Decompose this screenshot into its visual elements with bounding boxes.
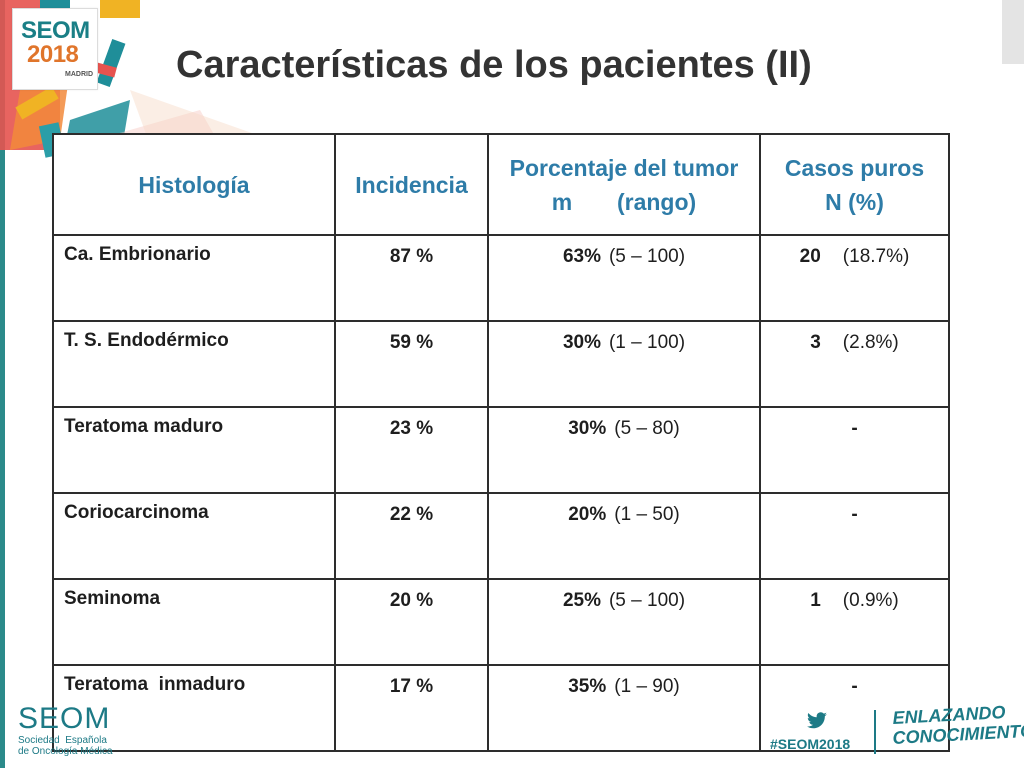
table-header-row: Histología Incidencia Porcentaje del tum… [52,133,950,236]
patient-characteristics-table: Histología Incidencia Porcentaje del tum… [52,133,950,752]
row-rango: (5 – 100) [608,590,686,611]
row-histologia: Teratoma inmaduro [52,664,336,752]
footer-brand: SEOM [18,702,111,735]
seom-2018-logo: SEOM 2018 MADRID [12,8,98,90]
left-stripe [0,0,5,768]
row-porcentaje: 30% (5 – 80) [487,406,761,494]
header-casos: Casos puros N (%) [759,133,950,236]
row-histologia: Coriocarcinoma [52,492,336,580]
row-casos: 20 (18.7%) [759,234,950,322]
row-casos-n: - [851,676,858,697]
header-porcentaje-line1: Porcentaje del tumor [509,154,739,181]
table-row: Coriocarcinoma 22 % 20% (1 – 50) - [52,492,950,580]
row-incidencia: 23 % [334,406,489,494]
row-casos-n: 20 [799,246,821,267]
row-porcentaje: 30% (1 – 100) [487,320,761,408]
page-title: Características de los pacientes (II) [176,44,812,86]
header-incidencia: Incidencia [334,133,489,236]
row-incidencia: 87 % [334,234,489,322]
row-casos-n: - [851,504,858,525]
row-rango: (5 – 80) [614,418,680,439]
row-histologia: Teratoma maduro [52,406,336,494]
row-porcentaje-value: 20% [568,504,607,525]
footer-subtitle-line2: de Oncología Médica [18,746,113,757]
row-rango: (1 – 50) [614,504,680,525]
row-casos-pct: (0.9%) [842,590,899,611]
row-casos: - [759,406,950,494]
table-row: Teratoma maduro 23 % 30% (5 – 80) - [52,406,950,494]
row-histologia: Ca. Embrionario [52,234,336,322]
row-rango: (5 – 100) [608,246,686,267]
row-incidencia: 22 % [334,492,489,580]
row-casos: 1 (0.9%) [759,578,950,666]
table-row: Seminoma 20 % 25% (5 – 100) 1 (0.9%) [52,578,950,666]
right-tab [1002,0,1024,64]
logo-text-city: MADRID [65,71,93,78]
row-porcentaje: 20% (1 – 50) [487,492,761,580]
twitter-icon [807,712,827,729]
row-casos: - [759,664,950,752]
row-casos-n: 3 [810,332,821,353]
seom-footer-logo: SEOM Sociedad Española de Oncología Médi… [18,702,118,757]
row-porcentaje-value: 63% [562,246,601,267]
footer-separator [874,710,876,754]
row-incidencia: 59 % [334,320,489,408]
row-histologia: T. S. Endodérmico [52,320,336,408]
logo-text-year: 2018 [27,41,79,68]
row-rango: (1 – 90) [614,676,680,697]
row-porcentaje: 63% (5 – 100) [487,234,761,322]
hashtag: #SEOM2018 [770,736,851,752]
header-histologia: Histología [52,133,336,236]
header-casos-line2: N (%) [825,188,884,215]
row-incidencia: 17 % [334,664,489,752]
header-incidencia-label: Incidencia [355,171,468,198]
table-row: Ca. Embrionario 87 % 63% (5 – 100) 20 (18.… [52,234,950,322]
row-porcentaje: 35% (1 – 90) [487,664,761,752]
table-row: T. S. Endodérmico 59 % 30% (1 – 100) 3 (2.… [52,320,950,408]
row-incidencia: 20 % [334,578,489,666]
row-casos: 3 (2.8%) [759,320,950,408]
row-porcentaje: 25% (5 – 100) [487,578,761,666]
header-casos-line1: Casos puros [784,154,925,181]
row-casos: - [759,492,950,580]
row-rango: (1 – 100) [608,332,686,353]
row-casos-n: - [851,418,858,439]
header-histologia-label: Histología [138,171,250,198]
table-row: Teratoma inmaduro 17 % 35% (1 – 90) - [52,664,950,752]
row-porcentaje-value: 25% [562,590,601,611]
header-porcentaje: Porcentaje del tumor m (rango) [487,133,761,236]
row-porcentaje-value: 30% [562,332,601,353]
row-casos-pct: (2.8%) [842,332,899,353]
row-casos-n: 1 [810,590,821,611]
row-histologia: Seminoma [52,578,336,666]
logo-text-seom: SEOM [21,17,90,44]
row-porcentaje-value: 30% [568,418,607,439]
header-porcentaje-line2: m (rango) [551,188,697,215]
row-casos-pct: (18.7%) [842,246,910,267]
row-porcentaje-value: 35% [568,676,607,697]
footer-subtitle-line1: Sociedad Española [18,735,107,746]
